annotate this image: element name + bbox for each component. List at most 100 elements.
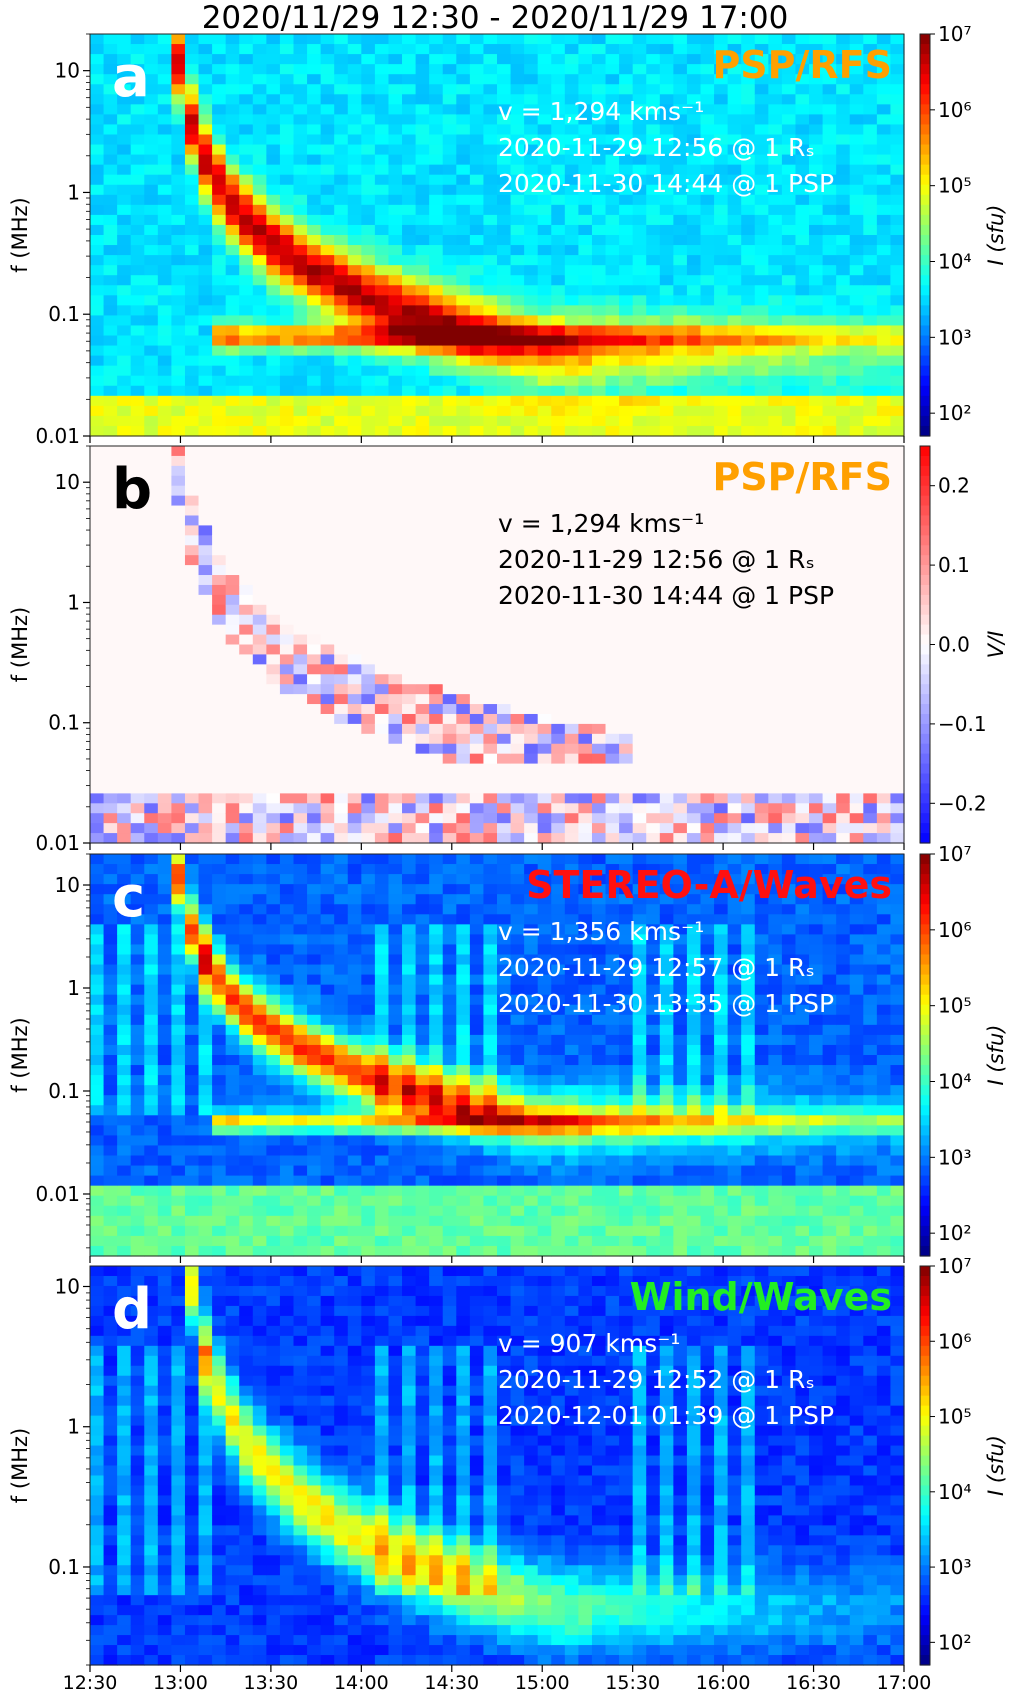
heatmap-cell [537,545,552,556]
heatmap-cell [524,614,539,626]
heatmap-cell [605,375,620,387]
heatmap-cell [781,245,797,256]
heatmap-cell [239,355,254,367]
heatmap-cell [890,773,905,785]
heatmap-cell [714,134,729,146]
heatmap-cell [781,285,797,296]
heatmap-cell [727,793,742,804]
heatmap-cell [469,365,485,377]
heatmap-cell [103,624,118,636]
heatmap-cell [659,295,674,306]
heatmap-cell [456,194,471,206]
heatmap-cell [198,114,213,126]
heatmap-cell [252,174,267,186]
heatmap-cell [320,395,335,407]
heatmap-cell [564,395,579,407]
heatmap-cell [171,54,186,65]
heatmap-cell [754,144,769,156]
heatmap-cell [822,34,837,45]
heatmap-cell [619,194,634,206]
heatmap-cell [456,515,471,527]
heatmap-cell [374,535,390,546]
heatmap-cell [537,664,552,675]
heatmap-cell [700,184,715,196]
heatmap-cell [849,415,864,427]
heatmap-cell [700,565,715,576]
heatmap-cell [307,654,322,665]
heatmap-cell [171,375,186,387]
heatmap-cell [673,335,688,347]
heatmap-cell [456,485,471,497]
heatmap-cell [320,733,335,745]
heatmap-cell [334,743,349,755]
heatmap-cell [673,255,688,266]
heatmap-cell [415,194,430,206]
heatmap-cell [795,224,810,236]
heatmap-cell [768,385,783,397]
heatmap-cell [646,723,661,735]
heatmap-cell [714,535,729,546]
heatmap-cell [890,54,905,65]
heatmap-cell [388,713,403,725]
heatmap-cell [524,446,539,457]
heatmap-cell [212,594,227,606]
heatmap-cell [212,525,227,536]
heatmap-cell [524,525,539,536]
heatmap-cell [497,535,512,546]
heatmap-cell [103,375,118,387]
heatmap-cell [415,214,430,226]
heatmap-cell [225,295,240,306]
heatmap-cell [754,265,769,276]
heatmap-cell [307,694,322,705]
heatmap-cell [673,674,688,685]
heatmap-cell [198,723,213,735]
heatmap-cell [347,44,362,55]
y-tick-label: 0.1 [48,711,80,735]
heatmap-cell [605,144,620,156]
heatmap-cell [130,823,145,834]
heatmap-cell [469,713,485,725]
heatmap-cell [605,365,620,377]
heatmap-cell [809,235,824,246]
heatmap-cell [307,345,322,357]
heatmap-cell [741,84,756,95]
heatmap-cell [184,325,200,337]
heatmap-cell [334,275,349,286]
heatmap-cell [497,495,512,507]
heatmap-cell [578,654,593,665]
heatmap-cell [252,204,267,216]
heatmap-cell [836,355,851,367]
heatmap-cell [524,285,539,296]
heatmap-cell [863,355,878,367]
heatmap-cell [279,184,295,196]
heatmap-cell [103,465,118,477]
heatmap-cell [510,604,525,616]
heatmap-cell [497,624,512,636]
heatmap-cell [510,783,525,794]
heatmap-cell [795,64,810,75]
heatmap-cell [374,733,390,745]
heatmap-cell [510,385,525,397]
heatmap-cell [374,194,390,206]
heatmap-cell [130,803,145,814]
heatmap-cell [90,94,105,105]
heatmap-cell [781,505,797,517]
heatmap-cell [361,214,376,226]
heatmap-cell [741,355,756,367]
heatmap-cell [836,34,851,45]
heatmap-cell [239,594,254,606]
heatmap-cell [171,793,186,804]
heatmap-cell [198,84,213,95]
heatmap-cell [700,584,715,596]
heatmap-cell [307,325,322,337]
heatmap-cell [795,555,810,566]
heatmap-cell [483,644,498,656]
heatmap-cell [184,803,200,814]
heatmap-cell [700,823,715,834]
heatmap-cell [184,594,200,606]
heatmap-cell [537,713,552,725]
heatmap-cell [198,565,213,576]
heatmap-cell [90,345,105,357]
heatmap-cell [564,495,579,507]
heatmap-cell [768,184,783,196]
